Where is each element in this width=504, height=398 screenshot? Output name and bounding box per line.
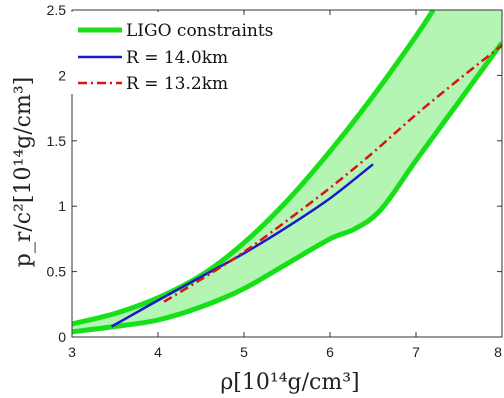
y-tick-label: 2 [58, 67, 66, 83]
x-tick-label: 7 [412, 344, 420, 360]
legend-label-band: LIGO constraints [126, 21, 273, 41]
ligo-band-upper-edge [72, 10, 436, 327]
x-tick-label: 5 [240, 344, 248, 360]
y-tick-label: 0.5 [47, 264, 67, 280]
x-tick-label: 3 [68, 344, 76, 360]
y-tick-label: 2.5 [47, 2, 67, 18]
legend: LIGO constraints R = 14.0km R = 13.2km [70, 12, 273, 94]
series-line-2 [163, 44, 502, 303]
x-tick-label: 4 [154, 344, 162, 360]
x-axis-label: ρ[10¹⁴g/cm³] [220, 370, 359, 395]
legend-box [70, 12, 238, 94]
axes-frame [71, 9, 503, 338]
ligo-band-fill [72, 10, 502, 332]
axes: 3 4 5 6 7 8 0 0.5 1 1.5 2 2.5 [47, 2, 503, 360]
y-axis-label: p_r/c²[10¹⁴g/cm³] [11, 77, 36, 267]
ligo-band-lower-edge [72, 41, 502, 335]
plot-area [72, 10, 502, 335]
legend-label-series-1: R = 14.0km [126, 48, 228, 68]
series-line-1 [110, 163, 374, 328]
x-tick-label: 8 [494, 344, 502, 360]
legend-label-series-2: R = 13.2km [126, 74, 228, 94]
y-tick-label: 1.5 [47, 133, 67, 149]
y-tick-label: 1 [58, 198, 66, 214]
y-tick-label: 0 [58, 329, 66, 345]
x-tick-label: 6 [326, 344, 334, 360]
